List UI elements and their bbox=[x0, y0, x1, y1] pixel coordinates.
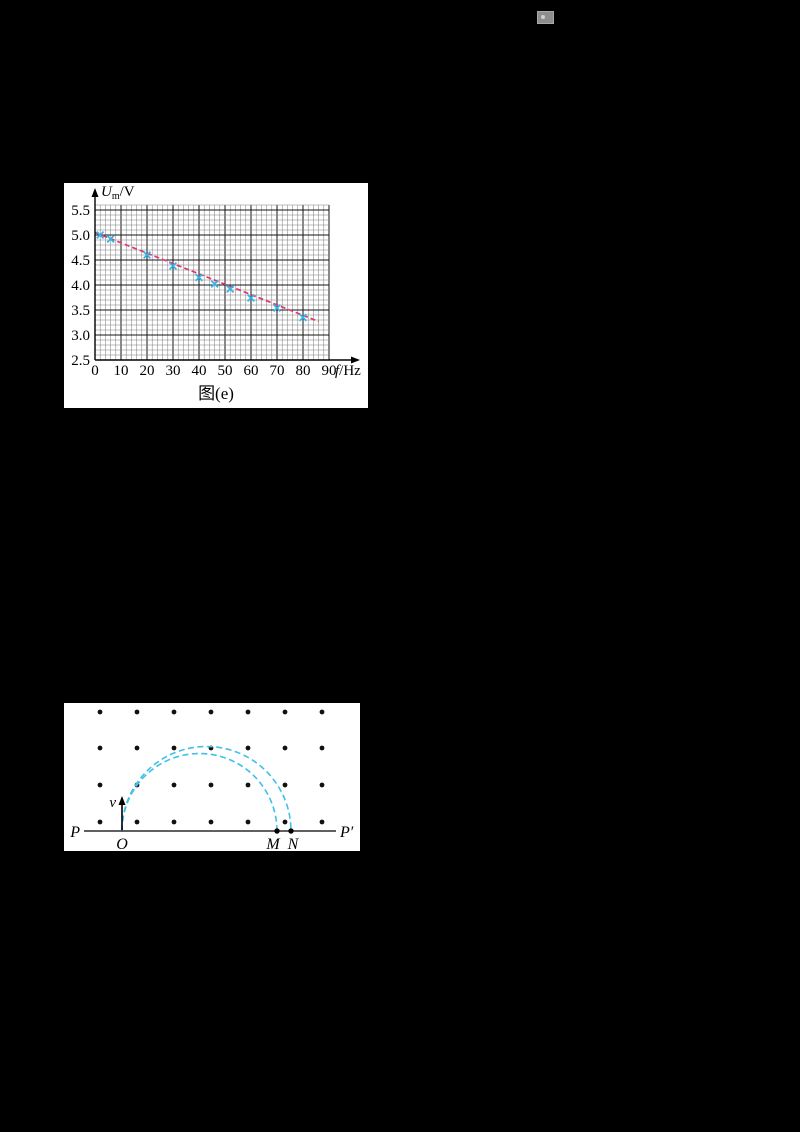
voltage-frequency-graph-panel: 0 10 20 30 40 50 60 70 80 90 f/Hz 2.5 3.0 3.5 4.0 4.5 5.… bbox=[64, 183, 368, 408]
svg-text:50: 50 bbox=[218, 363, 233, 379]
svg-text:f/Hz: f/Hz bbox=[335, 363, 361, 379]
svg-text:40: 40 bbox=[192, 363, 207, 379]
svg-text:3.5: 3.5 bbox=[71, 303, 90, 319]
svg-text:80: 80 bbox=[296, 363, 311, 379]
svg-text:4.5: 4.5 bbox=[71, 253, 90, 269]
svg-text:5.0: 5.0 bbox=[71, 228, 90, 244]
svg-text:30: 30 bbox=[166, 363, 181, 379]
svg-text:0: 0 bbox=[91, 363, 99, 379]
svg-text:4.0: 4.0 bbox=[71, 278, 90, 294]
svg-text:70: 70 bbox=[270, 363, 285, 379]
svg-text:20: 20 bbox=[140, 363, 155, 379]
voltage-frequency-chart: 0 10 20 30 40 50 60 70 80 90f/Hz 2.5 3.0 3.5 4.0 4.5 5.… bbox=[71, 184, 361, 379]
broken-image-icon bbox=[537, 11, 554, 24]
svg-text:v: v bbox=[109, 795, 116, 811]
svg-text:Um/V: Um/V bbox=[101, 184, 135, 202]
svg-text:O: O bbox=[116, 836, 128, 851]
svg-text:M: M bbox=[265, 836, 281, 851]
svg-text:10: 10 bbox=[114, 363, 129, 379]
svg-text:5.5: 5.5 bbox=[71, 203, 90, 219]
svg-text:P′: P′ bbox=[339, 824, 354, 841]
graph-caption: 图(e) bbox=[198, 384, 234, 403]
svg-text:N: N bbox=[287, 836, 300, 851]
svg-text:P: P bbox=[69, 824, 80, 841]
svg-text:90: 90 bbox=[322, 363, 337, 379]
svg-text:3.0: 3.0 bbox=[71, 328, 90, 344]
magnetic-field-diagram: P P′ O M Nv bbox=[69, 709, 354, 851]
svg-text:60: 60 bbox=[244, 363, 259, 379]
svg-text:2.5: 2.5 bbox=[71, 353, 90, 369]
